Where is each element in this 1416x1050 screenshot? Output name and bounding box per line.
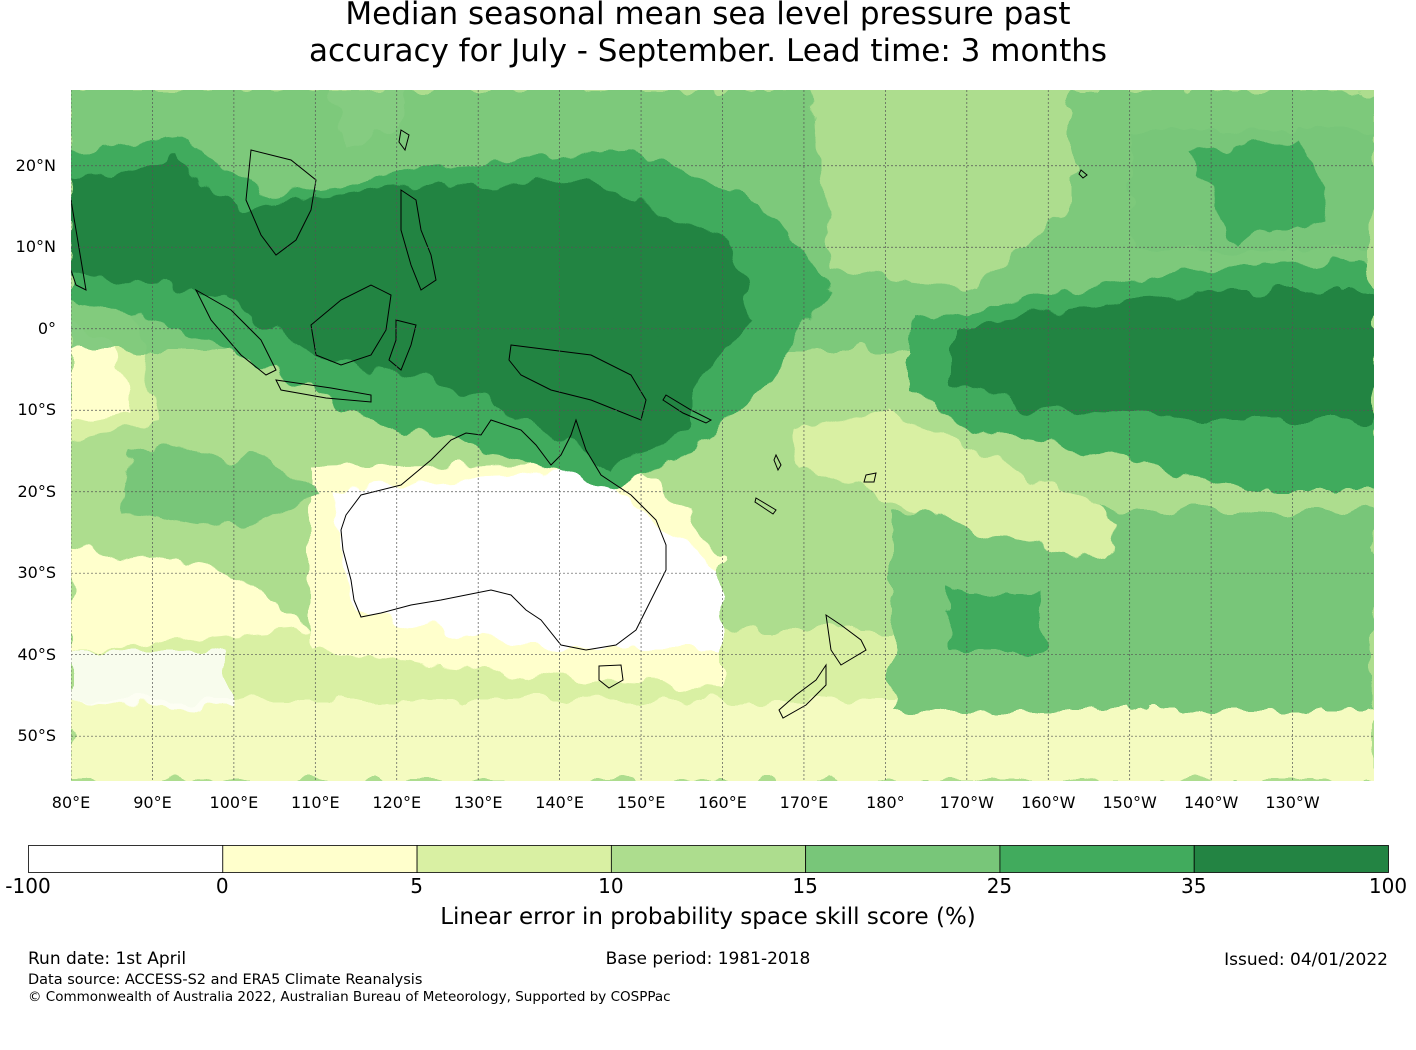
- chart-title-line2: accuracy for July - September. Lead time…: [308, 33, 1108, 69]
- colorbar-tick-label: 25: [986, 874, 1013, 898]
- lon-label: 120°E: [372, 793, 422, 812]
- fiji-coastline: [863, 472, 877, 483]
- lon-label: 150°W: [1102, 793, 1157, 812]
- borneo-coastline: [310, 284, 392, 366]
- colorbar-tick-label: 0: [215, 874, 229, 898]
- skill-field: [71, 90, 1374, 781]
- map-gridlines: [71, 90, 1374, 781]
- lon-label: 150°E: [616, 793, 666, 812]
- lat-label: 10°S: [17, 400, 56, 420]
- hawaii-coastline: [1078, 169, 1088, 179]
- new-zealand-north-coastline: [825, 613, 867, 666]
- colorbar-segment: [610, 845, 807, 873]
- lat-label: 50°S: [17, 726, 56, 746]
- sumatra-coastline: [194, 288, 277, 376]
- sulawesi-coastline: [388, 319, 417, 371]
- base-period: Base period: 1981-2018: [605, 949, 811, 969]
- colorbar-segment: [1193, 845, 1389, 873]
- lat-label: 30°S: [17, 563, 56, 583]
- lon-label: 170°E: [779, 793, 829, 812]
- colorbar-segment: [999, 845, 1195, 873]
- colorbar-tick-label: -100: [5, 874, 51, 898]
- run-date: Run date: 1st April: [28, 949, 187, 969]
- chart-title-line1: Median seasonal mean sea level pressure …: [345, 0, 1071, 32]
- australia-coastline: [340, 418, 667, 651]
- colorbar-tick-label: 15: [792, 874, 818, 898]
- lon-label: 130°E: [453, 793, 503, 812]
- colorbar-segment: [416, 845, 612, 873]
- lon-label: 160°E: [698, 793, 747, 812]
- java-coastline: [275, 379, 372, 403]
- colorbar-tick-label: 5: [410, 874, 423, 898]
- lat-label: 40°S: [17, 644, 56, 664]
- data-source: Data source: ACCESS-S2 and ERA5 Climate …: [28, 972, 423, 988]
- lon-label: 80°E: [51, 793, 91, 812]
- new-guinea-coastline: [508, 344, 647, 421]
- colorbar-segment: [222, 845, 418, 873]
- lon-label: 90°E: [133, 793, 172, 812]
- india-coastline: [71, 199, 87, 291]
- lon-label: 100°E: [209, 793, 259, 812]
- lon-label: 170°W: [939, 793, 994, 812]
- lon-label: 130°W: [1265, 793, 1320, 812]
- colorbar-tick-label: 35: [1180, 874, 1207, 898]
- lon-label: 140°E: [535, 793, 584, 812]
- lat-label: 10°N: [15, 237, 56, 257]
- vanuatu-coastline: [773, 453, 782, 472]
- colorbar-segment: [28, 845, 224, 873]
- colorbar-segment: [805, 845, 1001, 873]
- coastlines: [71, 129, 1088, 719]
- colorbar: [28, 845, 1389, 873]
- colorbar-label: Linear error in probability space skill …: [440, 904, 976, 930]
- issued-date: Issued: 04/01/2022: [1224, 950, 1388, 970]
- lat-label: 20°S: [17, 481, 56, 501]
- lat-label: 20°N: [15, 155, 56, 175]
- lat-label: 0°: [37, 318, 56, 338]
- taiwan-coastline: [398, 129, 410, 152]
- copyright-notice: © Commonwealth of Australia 2022, Austra…: [28, 989, 671, 1005]
- new-caledonia-coastline: [754, 497, 777, 515]
- lon-label: 140°W: [1183, 793, 1239, 812]
- indochina-coastline: [245, 149, 317, 256]
- new-zealand-south-coastline: [778, 663, 827, 719]
- lon-label: 110°E: [290, 793, 340, 812]
- colorbar-tick-label: 10: [598, 874, 624, 898]
- lon-label: 160°W: [1021, 793, 1076, 812]
- colorbar-tick-label: 100: [1368, 874, 1408, 898]
- skill-score-map: [71, 90, 1374, 781]
- tasmania-coastline: [598, 664, 624, 689]
- philippines-coastline: [400, 189, 437, 291]
- lon-label: 180°: [866, 793, 905, 812]
